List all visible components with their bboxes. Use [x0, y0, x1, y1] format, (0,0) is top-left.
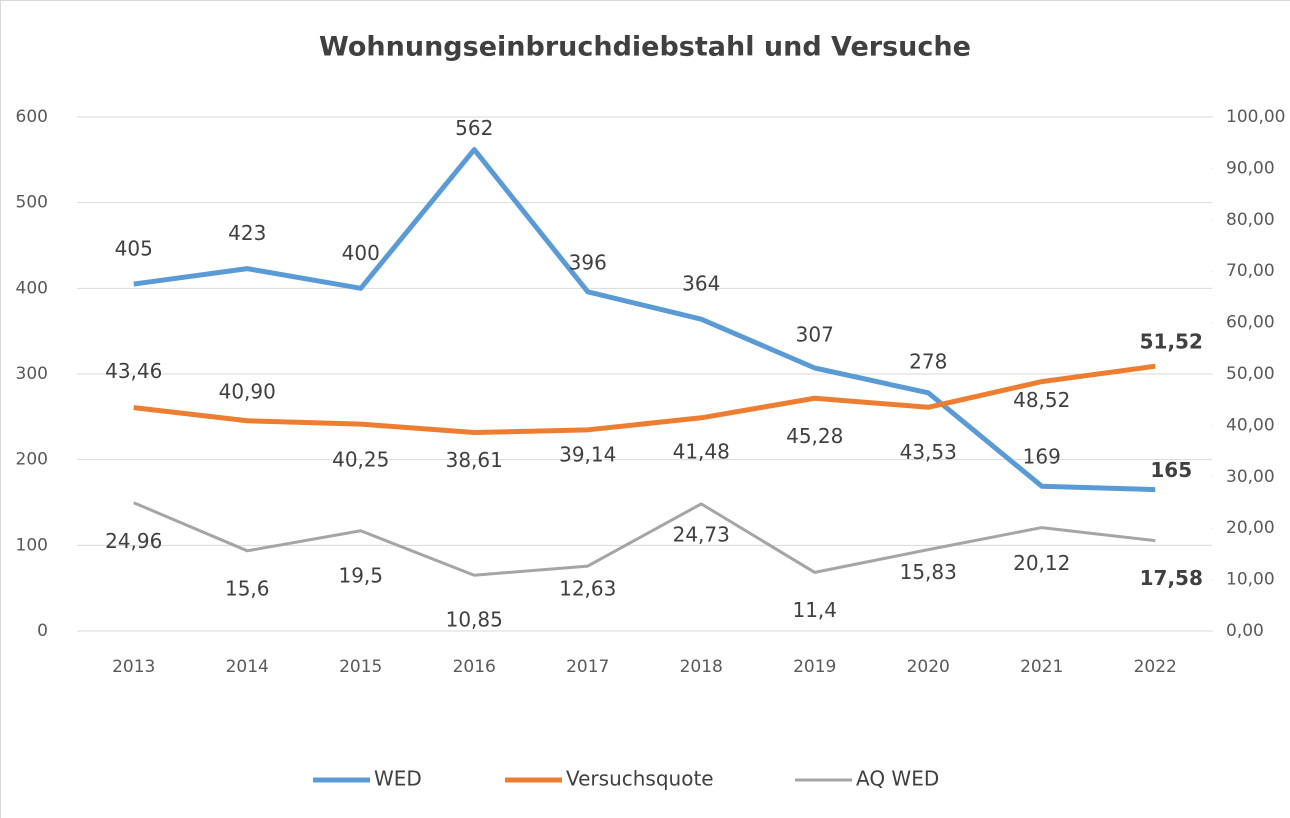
- y-tick-label: 0: [37, 621, 48, 641]
- series-line: [133, 501, 1156, 577]
- data-label: 41,48: [673, 439, 730, 463]
- data-label: 423: [228, 221, 266, 245]
- chart-title: Wohnungseinbruchdiebstahl und Versuche: [319, 32, 971, 63]
- x-tick-label: 2016: [453, 657, 496, 677]
- data-label: 400: [342, 241, 380, 265]
- data-label: 43,46: [105, 359, 162, 383]
- data-label: 562: [455, 116, 493, 140]
- data-label: 10,85: [446, 608, 503, 632]
- legend-label: WED: [374, 767, 422, 791]
- y2-tick-label: 70,00: [1226, 261, 1275, 281]
- data-label: 24,73: [673, 522, 730, 546]
- data-label: 17,58: [1140, 566, 1203, 590]
- y2-tick-label: 40,00: [1226, 415, 1275, 435]
- y2-tick-label: 30,00: [1226, 467, 1275, 487]
- data-label: 12,63: [559, 577, 616, 601]
- y-tick-label: 300: [16, 364, 48, 384]
- y2-tick-label: 50,00: [1226, 364, 1275, 384]
- y-tick-label: 600: [16, 107, 48, 127]
- data-label: 48,52: [1013, 388, 1070, 412]
- data-label: 45,28: [786, 424, 843, 448]
- x-tick-label: 2021: [1020, 657, 1063, 677]
- y2-tick-label: 0,00: [1226, 621, 1264, 641]
- y-tick-label: 500: [16, 193, 48, 213]
- y2-tick-label: 10,00: [1226, 570, 1275, 590]
- y2-tick-label: 60,00: [1226, 313, 1275, 333]
- data-label: 11,4: [792, 598, 837, 622]
- data-label: 38,61: [446, 448, 503, 472]
- y-tick-label: 200: [16, 450, 48, 470]
- data-label: 40,25: [332, 448, 389, 472]
- series-line: [133, 363, 1156, 436]
- x-tick-label: 2022: [1134, 657, 1177, 677]
- data-label: 43,53: [900, 440, 957, 464]
- data-label: 307: [796, 323, 834, 347]
- data-label: 24,96: [105, 529, 162, 553]
- legend-label: AQ WED: [856, 767, 939, 791]
- x-tick-label: 2020: [907, 657, 950, 677]
- data-label: 15,83: [900, 560, 957, 584]
- data-label: 40,90: [219, 379, 276, 403]
- y2-tick-label: 80,00: [1226, 210, 1275, 230]
- x-tick-label: 2019: [793, 657, 836, 677]
- data-label: 165: [1150, 458, 1192, 482]
- data-label: 39,14: [559, 442, 616, 466]
- data-label: 20,12: [1013, 551, 1070, 575]
- x-tick-label: 2013: [112, 657, 155, 677]
- y2-tick-label: 100,00: [1226, 107, 1285, 127]
- y2-tick-label: 20,00: [1226, 518, 1275, 538]
- data-label: 364: [682, 272, 720, 296]
- y2-tick-label: 90,00: [1226, 158, 1275, 178]
- series-line: [133, 147, 1156, 493]
- data-label: 19,5: [338, 563, 383, 587]
- x-tick-label: 2018: [680, 657, 723, 677]
- x-tick-label: 2014: [226, 657, 269, 677]
- data-label: 405: [115, 237, 153, 261]
- y-tick-label: 400: [16, 278, 48, 298]
- x-tick-label: 2017: [566, 657, 609, 677]
- data-label: 15,6: [225, 576, 270, 600]
- data-label: 51,52: [1140, 330, 1203, 354]
- x-tick-label: 2015: [339, 657, 382, 677]
- legend-label: Versuchsquote: [566, 767, 714, 791]
- data-label: 396: [569, 250, 607, 274]
- y-tick-label: 100: [16, 535, 48, 555]
- data-label: 278: [909, 349, 947, 373]
- data-label: 169: [1023, 445, 1061, 469]
